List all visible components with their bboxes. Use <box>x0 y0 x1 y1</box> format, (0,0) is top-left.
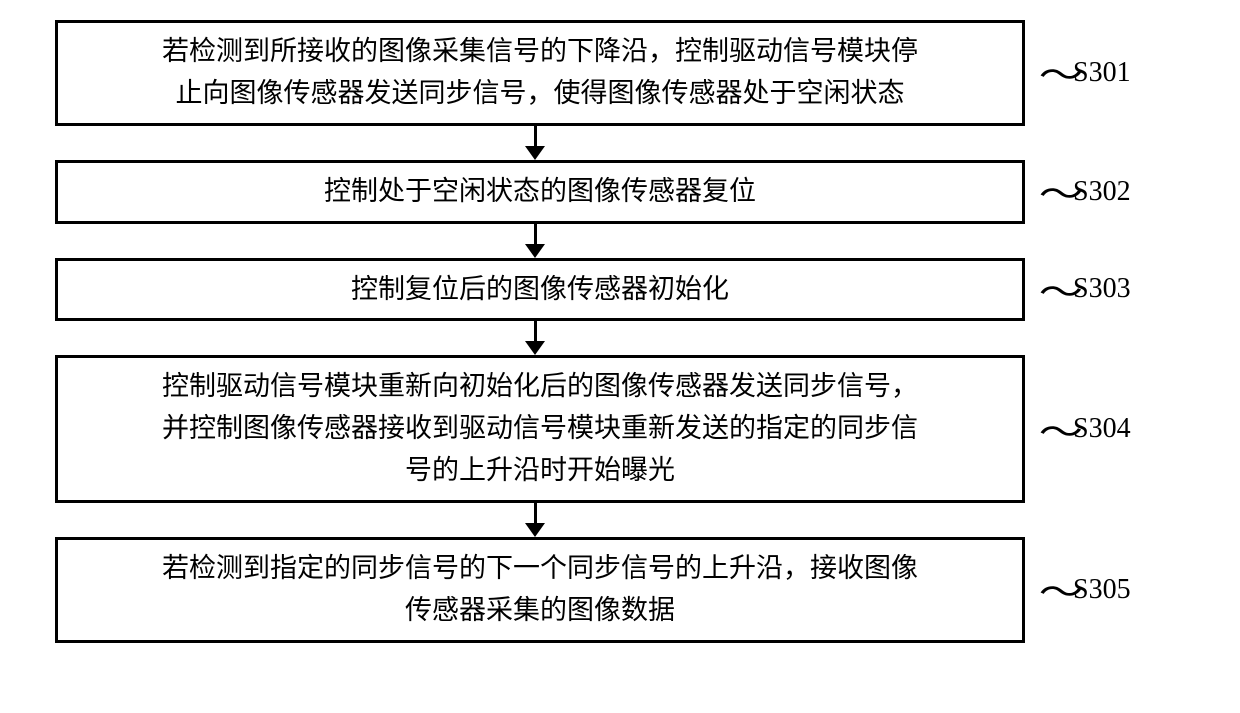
step-box-s303: 控制复位后的图像传感器初始化 <box>55 258 1025 322</box>
step-row: 若检测到指定的同步信号的下一个同步信号的上升沿，接收图像 传感器采集的图像数据 … <box>55 537 1240 643</box>
step-row: 控制处于空闲状态的图像传感器复位 〜 S302 <box>55 160 1240 224</box>
step-text: 若检测到指定的同步信号的下一个同步信号的上升沿，接收图像 传感器采集的图像数据 <box>162 548 918 632</box>
step-text: 控制处于空闲状态的图像传感器复位 <box>324 171 756 213</box>
step-text: 若检测到所接收的图像采集信号的下降沿，控制驱动信号模块停 止向图像传感器发送同步… <box>162 31 918 115</box>
tilde-connector-icon: 〜 <box>1039 565 1075 614</box>
step-box-s301: 若检测到所接收的图像采集信号的下降沿，控制驱动信号模块停 止向图像传感器发送同步… <box>55 20 1025 126</box>
step-label-wrap: 〜 S302 <box>1043 167 1131 216</box>
step-box-s305: 若检测到指定的同步信号的下一个同步信号的上升沿，接收图像 传感器采集的图像数据 <box>55 537 1025 643</box>
step-label: S305 <box>1073 574 1131 606</box>
step-label-wrap: 〜 S304 <box>1043 405 1131 454</box>
tilde-connector-icon: 〜 <box>1039 265 1075 314</box>
step-box-s302: 控制处于空闲状态的图像传感器复位 <box>55 160 1025 224</box>
step-label-wrap: 〜 S303 <box>1043 265 1131 314</box>
step-text: 控制驱动信号模块重新向初始化后的图像传感器发送同步信号， 并控制图像传感器接收到… <box>162 366 918 492</box>
step-row: 控制驱动信号模块重新向初始化后的图像传感器发送同步信号， 并控制图像传感器接收到… <box>55 355 1240 503</box>
step-label-wrap: 〜 S305 <box>1043 565 1131 614</box>
tilde-connector-icon: 〜 <box>1039 48 1075 97</box>
tilde-connector-icon: 〜 <box>1039 405 1075 454</box>
step-label: S301 <box>1073 57 1131 89</box>
step-label-wrap: 〜 S301 <box>1043 48 1131 97</box>
step-row: 控制复位后的图像传感器初始化 〜 S303 <box>55 258 1240 322</box>
step-row: 若检测到所接收的图像采集信号的下降沿，控制驱动信号模块停 止向图像传感器发送同步… <box>55 20 1240 126</box>
step-box-s304: 控制驱动信号模块重新向初始化后的图像传感器发送同步信号， 并控制图像传感器接收到… <box>55 355 1025 503</box>
step-label: S302 <box>1073 176 1131 208</box>
step-label: S304 <box>1073 413 1131 445</box>
step-text: 控制复位后的图像传感器初始化 <box>351 269 729 311</box>
flowchart-container: 若检测到所接收的图像采集信号的下降沿，控制驱动信号模块停 止向图像传感器发送同步… <box>0 20 1240 643</box>
tilde-connector-icon: 〜 <box>1039 167 1075 216</box>
step-label: S303 <box>1073 273 1131 305</box>
